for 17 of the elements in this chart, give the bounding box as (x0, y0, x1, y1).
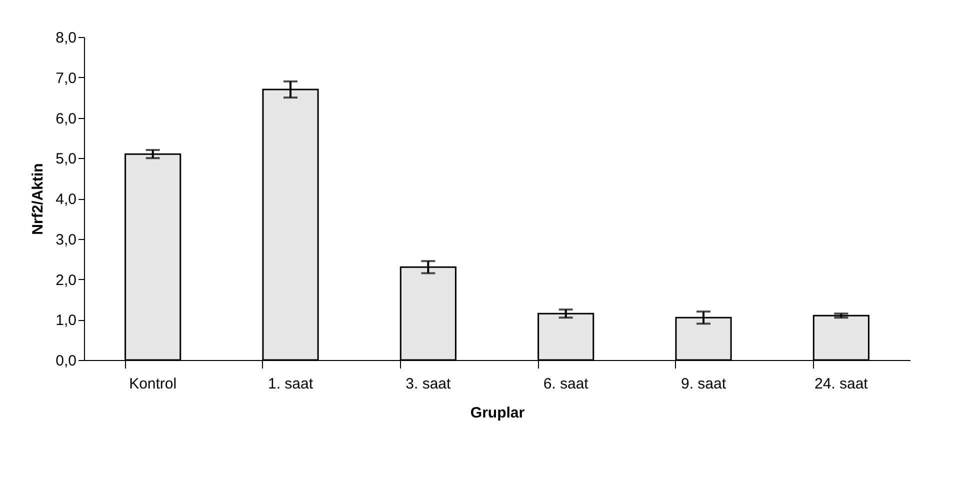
y-tick-label: 1,0 (56, 312, 76, 330)
y-tick-label: 0,0 (56, 352, 76, 370)
y-axis-title: Nrf2/Aktin (30, 163, 47, 235)
x-tick-label: Kontrol (129, 376, 177, 392)
y-tick-label: 8,0 (56, 30, 76, 46)
x-tick-label: 3. saat (406, 376, 452, 392)
x-tick-label: 9. saat (680, 376, 727, 392)
y-tick-label: 2,0 (56, 272, 76, 289)
x-tick-label: 24. saat (814, 376, 869, 392)
x-tick-label: 1. saat (268, 376, 314, 392)
y-tick-label: 5,0 (56, 150, 76, 168)
y-tick-label: 3,0 (56, 231, 76, 248)
y-tick-label: 7,0 (56, 70, 76, 87)
y-tick-label: 4,0 (56, 191, 76, 208)
x-axis-title: Gruplar (470, 404, 525, 422)
x-tick-label: 6. saat (543, 376, 590, 392)
y-tick-label: 6,0 (56, 110, 76, 128)
